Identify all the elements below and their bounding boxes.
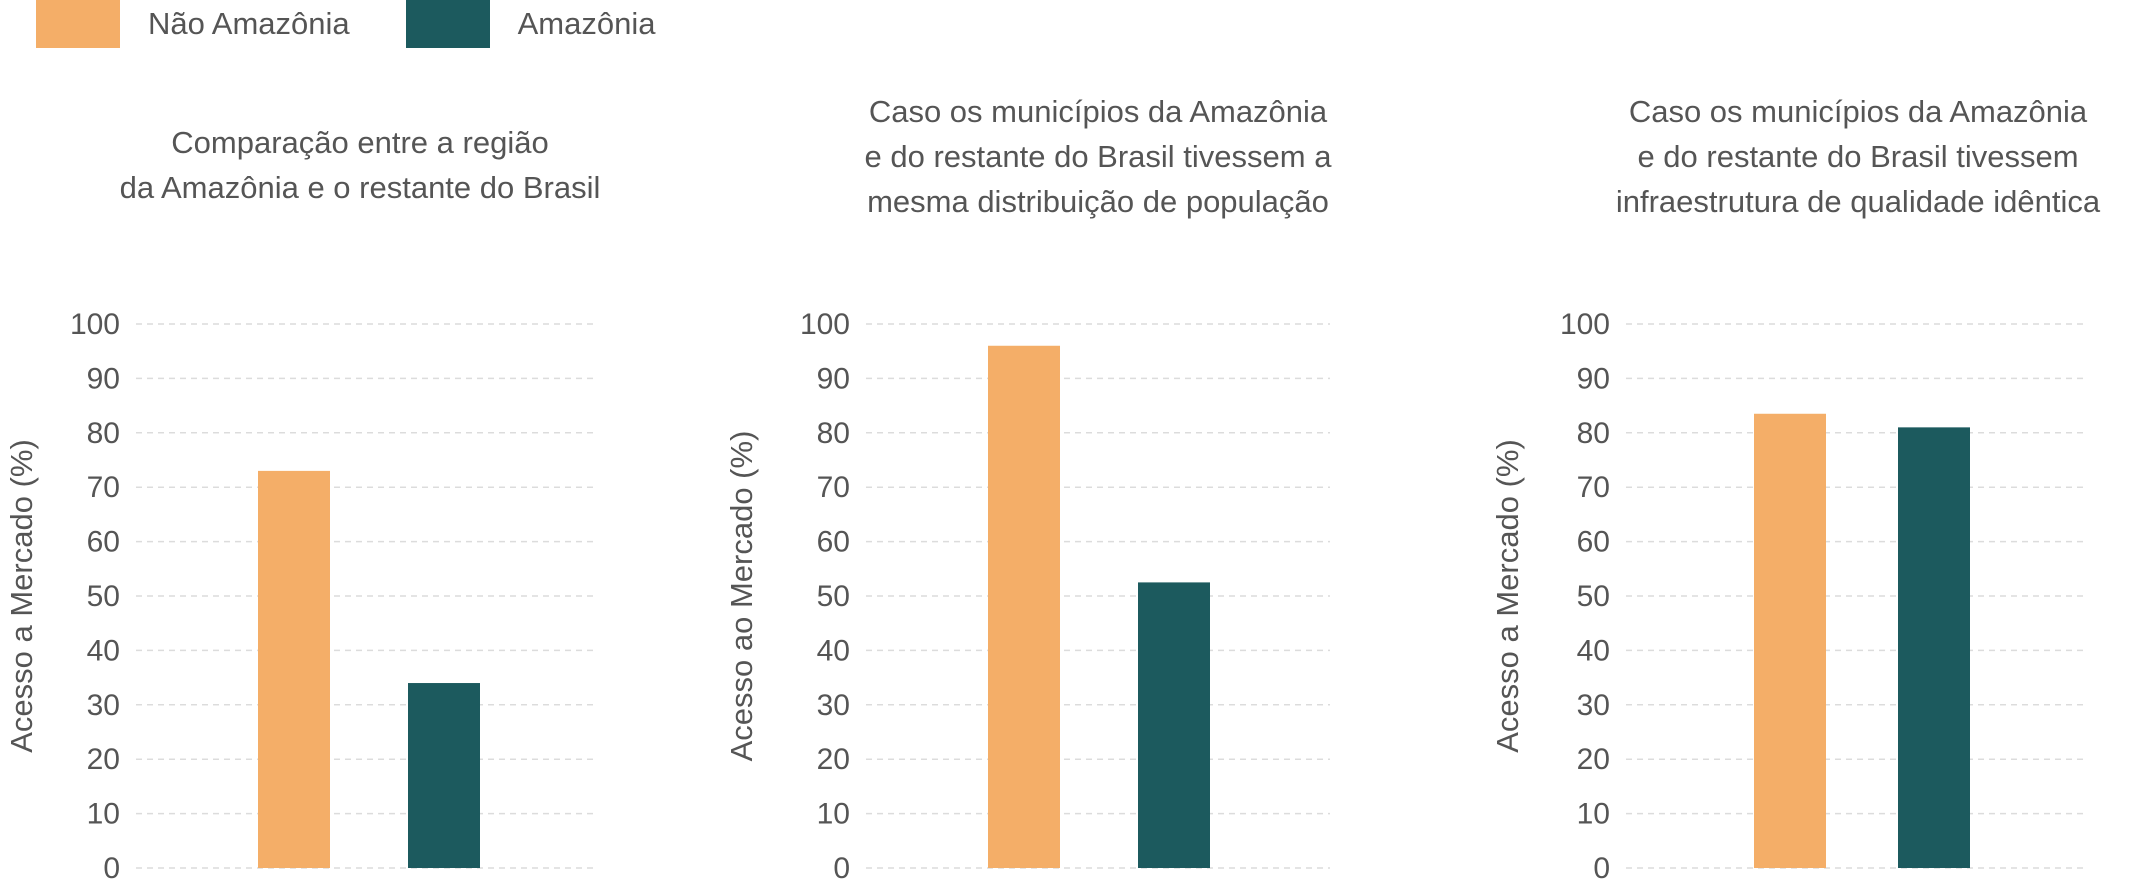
y-tick-label-60: 60	[87, 526, 120, 559]
chart-title-1-line-1: Comparação entre a região	[171, 125, 549, 160]
y-tick-label-30: 30	[87, 689, 120, 722]
legend-swatch-amazonia	[405, 0, 490, 48]
y-tick-label-40: 40	[817, 634, 850, 667]
y-tick-label-10: 10	[1577, 798, 1610, 831]
bar-nao-amazonia	[988, 345, 1060, 868]
y-tick-label-40: 40	[87, 634, 120, 667]
chart-title-2-line-2: e do restante do Brasil tivessem a	[864, 139, 1332, 174]
bar-amazonia	[1898, 427, 1970, 868]
chart-title-2-line-3: mesma distribuição de população	[867, 184, 1329, 219]
y-tick-label-80: 80	[1577, 417, 1610, 450]
y-tick-label-90: 90	[817, 362, 850, 395]
y-tick-label-40: 40	[1577, 634, 1610, 667]
chart-title-2-line-1: Caso os municípios da Amazônia	[868, 94, 1328, 129]
y-tick-label-50: 50	[87, 580, 120, 613]
y-tick-label-70: 70	[817, 471, 850, 504]
bar-amazonia	[408, 683, 480, 868]
chart-title-3: Caso os municípios da Amazônia e do rest…	[1558, 89, 2130, 224]
y-tick-label-100: 100	[1560, 308, 1610, 341]
y-tick-label-60: 60	[1577, 526, 1610, 559]
y-tick-label-10: 10	[817, 798, 850, 831]
y-tick-label-80: 80	[87, 417, 120, 450]
chart-title-3-line-2: e do restante do Brasil tivessem	[1637, 139, 2079, 174]
legend-swatch-nao-amazonia	[36, 0, 120, 48]
chart-title-1: Comparação entre a região da Amazônia e …	[60, 120, 660, 210]
y-axis-label: Acesso ao Mercado (%)	[724, 431, 759, 762]
chart-title-1-line-2: da Amazônia e o restante do Brasil	[119, 170, 601, 205]
y-tick-label-20: 20	[87, 743, 120, 776]
chart-title-3-line-3: infraestrutura de qualidade idêntica	[1615, 184, 2101, 219]
y-tick-label-0: 0	[103, 852, 120, 885]
y-tick-label-30: 30	[1577, 689, 1610, 722]
chart-2-plot: 0 10 20 30 40 50 60 70 80 90 100 Acesso ao Mercado …	[724, 308, 1330, 885]
chart-3-plot: 0 10 20 30 40 50 60 70 80 90 100 Acesso a Mercado (…	[1490, 308, 2088, 885]
y-tick-label-0: 0	[1593, 852, 1610, 885]
chart-panel-3: Caso os municípios da Amazônia e do rest…	[1400, 0, 2130, 887]
chart-title-2: Caso os municípios da Amazônia e do rest…	[798, 89, 1398, 224]
legend-item-amazonia: Amazônia	[405, 0, 656, 48]
y-tick-label-10: 10	[87, 798, 120, 831]
bar-nao-amazonia	[1754, 413, 1826, 868]
y-tick-label-20: 20	[1577, 743, 1610, 776]
y-tick-label-60: 60	[817, 526, 850, 559]
y-tick-label-80: 80	[817, 417, 850, 450]
y-axis-label: Acesso a Mercado (%)	[1490, 439, 1525, 753]
y-tick-label-30: 30	[817, 689, 850, 722]
y-tick-label-50: 50	[817, 580, 850, 613]
chart-panel-1: Comparação entre a região da Amazônia e …	[0, 0, 700, 887]
y-tick-label-0: 0	[833, 852, 850, 885]
y-tick-label-100: 100	[800, 308, 850, 341]
y-tick-label-20: 20	[817, 743, 850, 776]
legend-label-amazonia: Amazônia	[517, 6, 656, 41]
y-tick-label-70: 70	[87, 471, 120, 504]
chart-1-plot: 0 10 20 30 40 50 60 70 80 90 100 Acesso a Mercado (…	[4, 308, 598, 885]
legend-label-nao-amazonia: Não Amazônia	[148, 6, 350, 41]
chart-title-3-line-1: Caso os municípios da Amazônia	[1628, 94, 2088, 129]
legend-item-nao-amazonia: Não Amazônia	[36, 0, 350, 48]
chart-panel-2: Caso os municípios da Amazônia e do rest…	[700, 0, 1400, 887]
y-tick-label-90: 90	[1577, 362, 1610, 395]
y-tick-label-70: 70	[1577, 471, 1610, 504]
y-axis-label: Acesso a Mercado (%)	[4, 439, 39, 753]
legend: Não Amazônia Amazônia	[36, 0, 711, 48]
y-tick-label-100: 100	[70, 308, 120, 341]
y-tick-label-90: 90	[87, 362, 120, 395]
y-tick-label-50: 50	[1577, 580, 1610, 613]
bar-nao-amazonia	[258, 470, 330, 868]
bar-amazonia	[1138, 582, 1210, 868]
